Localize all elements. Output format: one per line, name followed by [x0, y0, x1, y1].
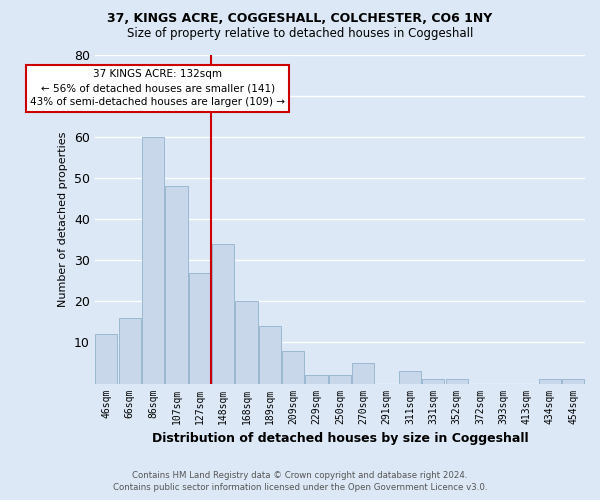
- Bar: [282, 350, 304, 384]
- Bar: [446, 380, 467, 384]
- Bar: [259, 326, 281, 384]
- Bar: [352, 363, 374, 384]
- Bar: [305, 376, 328, 384]
- X-axis label: Distribution of detached houses by size in Coggeshall: Distribution of detached houses by size …: [152, 432, 528, 445]
- Bar: [95, 334, 118, 384]
- Bar: [235, 302, 257, 384]
- Bar: [562, 380, 584, 384]
- Text: Size of property relative to detached houses in Coggeshall: Size of property relative to detached ho…: [127, 28, 473, 40]
- Bar: [329, 376, 351, 384]
- Bar: [422, 380, 445, 384]
- Text: 37, KINGS ACRE, COGGESHALL, COLCHESTER, CO6 1NY: 37, KINGS ACRE, COGGESHALL, COLCHESTER, …: [107, 12, 493, 26]
- Bar: [166, 186, 188, 384]
- Bar: [188, 272, 211, 384]
- Bar: [539, 380, 561, 384]
- Text: Contains HM Land Registry data © Crown copyright and database right 2024.
Contai: Contains HM Land Registry data © Crown c…: [113, 471, 487, 492]
- Bar: [142, 137, 164, 384]
- Bar: [399, 371, 421, 384]
- Text: 37 KINGS ACRE: 132sqm
← 56% of detached houses are smaller (141)
43% of semi-det: 37 KINGS ACRE: 132sqm ← 56% of detached …: [30, 70, 285, 108]
- Bar: [212, 244, 234, 384]
- Bar: [119, 318, 141, 384]
- Y-axis label: Number of detached properties: Number of detached properties: [58, 132, 68, 307]
